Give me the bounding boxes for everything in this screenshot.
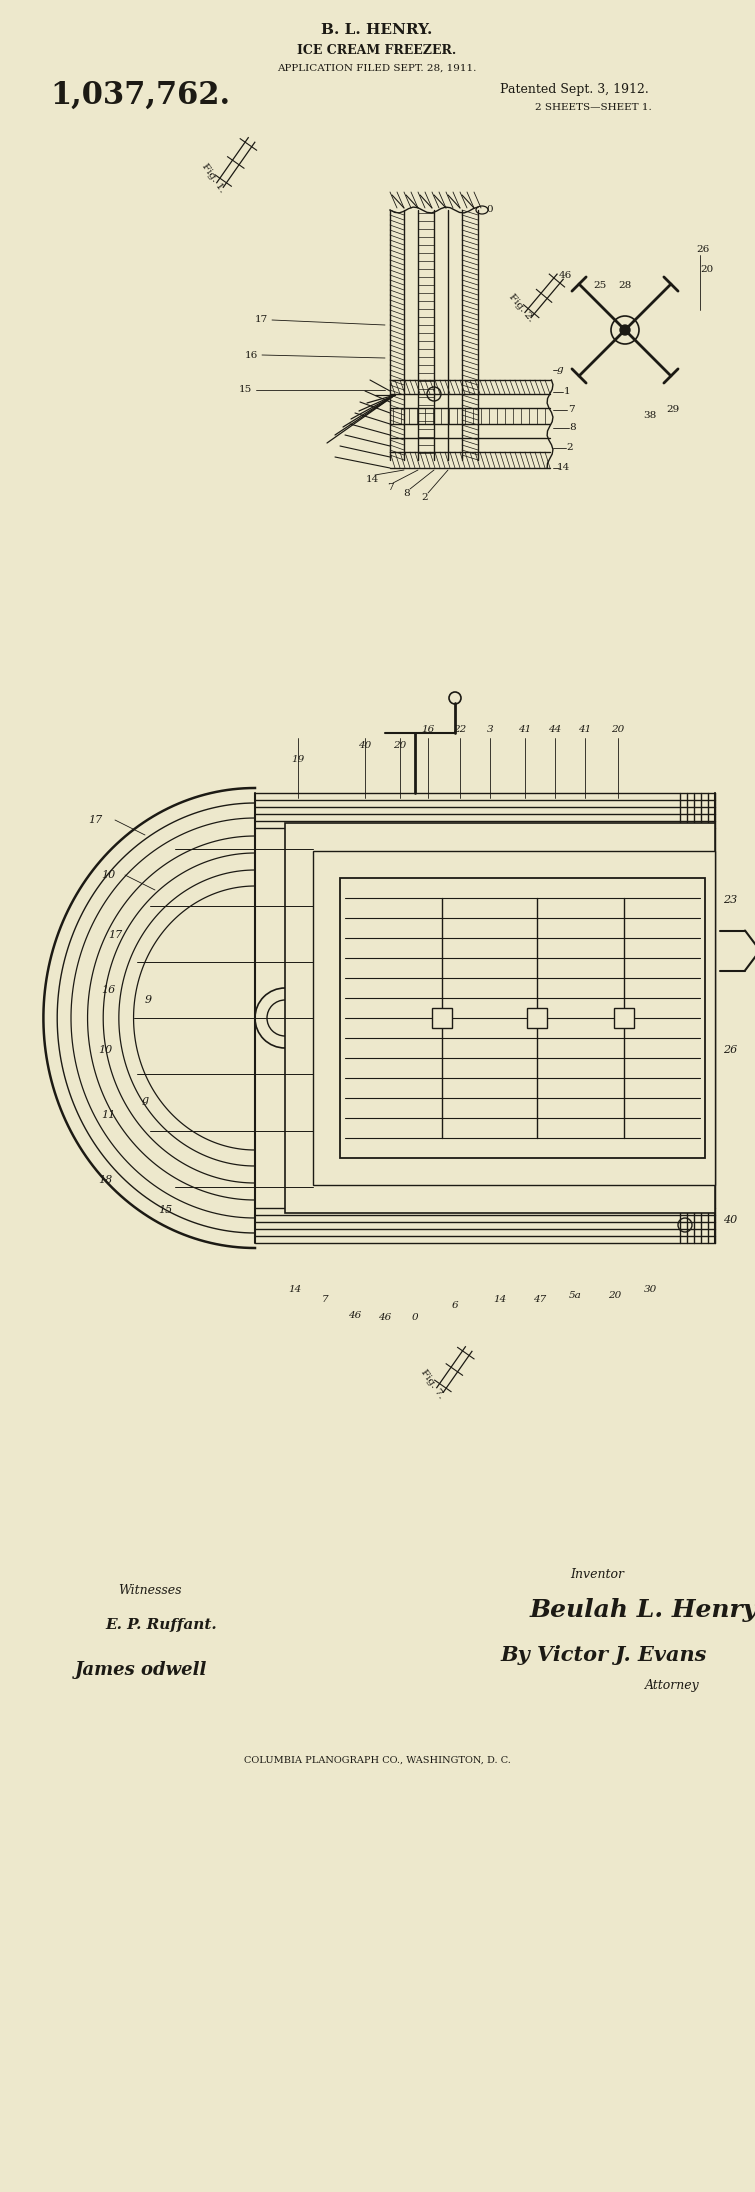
Text: 41: 41 bbox=[519, 726, 532, 734]
Text: Fig. 7.: Fig. 7. bbox=[419, 1368, 445, 1401]
Text: 20: 20 bbox=[609, 1291, 621, 1300]
Text: 16: 16 bbox=[245, 351, 258, 359]
Text: 46: 46 bbox=[348, 1311, 362, 1320]
Text: Fig. 1.: Fig. 1. bbox=[200, 162, 226, 195]
Text: 40: 40 bbox=[359, 741, 371, 750]
Text: Patented Sept. 3, 1912.: Patented Sept. 3, 1912. bbox=[500, 83, 649, 96]
Text: 7: 7 bbox=[387, 484, 393, 493]
Text: 16: 16 bbox=[421, 726, 435, 734]
Text: ICE CREAM FREEZER.: ICE CREAM FREEZER. bbox=[297, 44, 457, 57]
Text: g: g bbox=[556, 366, 563, 375]
Text: 44: 44 bbox=[548, 726, 562, 734]
Text: 14: 14 bbox=[493, 1295, 507, 1304]
Text: 17: 17 bbox=[88, 815, 102, 824]
Text: 10: 10 bbox=[101, 870, 115, 879]
Text: 15: 15 bbox=[158, 1206, 172, 1214]
Text: 23: 23 bbox=[723, 894, 737, 905]
Text: 1,037,762.: 1,037,762. bbox=[50, 79, 230, 110]
Text: Witnesses: Witnesses bbox=[118, 1583, 181, 1596]
Text: 7: 7 bbox=[568, 406, 575, 414]
Text: 16: 16 bbox=[101, 984, 115, 995]
Text: 26: 26 bbox=[723, 1046, 737, 1054]
Text: 14: 14 bbox=[365, 476, 378, 484]
Text: 47: 47 bbox=[533, 1295, 547, 1304]
Text: 5a: 5a bbox=[569, 1291, 581, 1300]
Bar bbox=[527, 1008, 547, 1028]
Text: 30: 30 bbox=[643, 1285, 657, 1295]
Text: 2: 2 bbox=[422, 493, 428, 502]
Text: 1: 1 bbox=[564, 388, 570, 397]
Text: 14: 14 bbox=[556, 463, 569, 473]
Text: Beulah L. Henry: Beulah L. Henry bbox=[530, 1598, 755, 1622]
Text: 29: 29 bbox=[667, 406, 680, 414]
Bar bbox=[340, 879, 705, 1157]
Bar bbox=[432, 1008, 452, 1028]
Text: 22: 22 bbox=[453, 726, 467, 734]
Text: 14: 14 bbox=[288, 1285, 302, 1295]
Text: 3: 3 bbox=[487, 726, 493, 734]
Text: 18: 18 bbox=[98, 1175, 112, 1186]
Text: 41: 41 bbox=[578, 726, 592, 734]
Text: 7: 7 bbox=[322, 1295, 328, 1304]
Text: Inventor: Inventor bbox=[570, 1569, 624, 1580]
Text: 8: 8 bbox=[570, 423, 576, 432]
Text: 46: 46 bbox=[559, 270, 572, 281]
Text: Attorney: Attorney bbox=[645, 1679, 700, 1692]
Text: 40: 40 bbox=[723, 1214, 737, 1225]
Text: 20: 20 bbox=[393, 741, 407, 750]
Text: 26: 26 bbox=[696, 246, 710, 254]
Text: 2: 2 bbox=[567, 443, 573, 452]
Text: 8: 8 bbox=[404, 489, 410, 498]
Text: 9: 9 bbox=[144, 995, 152, 1004]
Text: 28: 28 bbox=[618, 281, 632, 289]
Text: 19: 19 bbox=[291, 756, 304, 765]
Text: B. L. HENRY.: B. L. HENRY. bbox=[322, 22, 433, 37]
Text: 46: 46 bbox=[378, 1313, 392, 1322]
Text: COLUMBIA PLANOGRAPH CO., WASHINGTON, D. C.: COLUMBIA PLANOGRAPH CO., WASHINGTON, D. … bbox=[244, 1756, 510, 1765]
Text: 0: 0 bbox=[487, 206, 493, 215]
Text: 38: 38 bbox=[643, 410, 657, 419]
Text: By Victor J. Evans: By Victor J. Evans bbox=[500, 1644, 707, 1666]
Text: James odwell: James odwell bbox=[75, 1662, 208, 1679]
Text: 2 SHEETS—SHEET 1.: 2 SHEETS—SHEET 1. bbox=[535, 103, 652, 112]
Text: 25: 25 bbox=[593, 281, 606, 289]
Text: 11: 11 bbox=[101, 1109, 115, 1120]
Text: 0: 0 bbox=[411, 1313, 418, 1322]
Text: 15: 15 bbox=[239, 386, 252, 395]
Text: 6: 6 bbox=[451, 1300, 458, 1309]
Text: 17: 17 bbox=[108, 929, 122, 940]
Text: g: g bbox=[141, 1096, 149, 1105]
Text: 17: 17 bbox=[254, 316, 268, 324]
Circle shape bbox=[620, 324, 630, 335]
Bar bbox=[285, 822, 715, 1212]
Text: APPLICATION FILED SEPT. 28, 1911.: APPLICATION FILED SEPT. 28, 1911. bbox=[277, 64, 476, 72]
Text: 20: 20 bbox=[701, 265, 713, 274]
Text: 10: 10 bbox=[98, 1046, 112, 1054]
Bar bbox=[313, 850, 715, 1186]
Text: Fig. 2.: Fig. 2. bbox=[507, 292, 535, 324]
Text: 20: 20 bbox=[612, 726, 624, 734]
Bar bbox=[614, 1008, 634, 1028]
Text: E. P. Ruffant.: E. P. Ruffant. bbox=[105, 1618, 217, 1633]
